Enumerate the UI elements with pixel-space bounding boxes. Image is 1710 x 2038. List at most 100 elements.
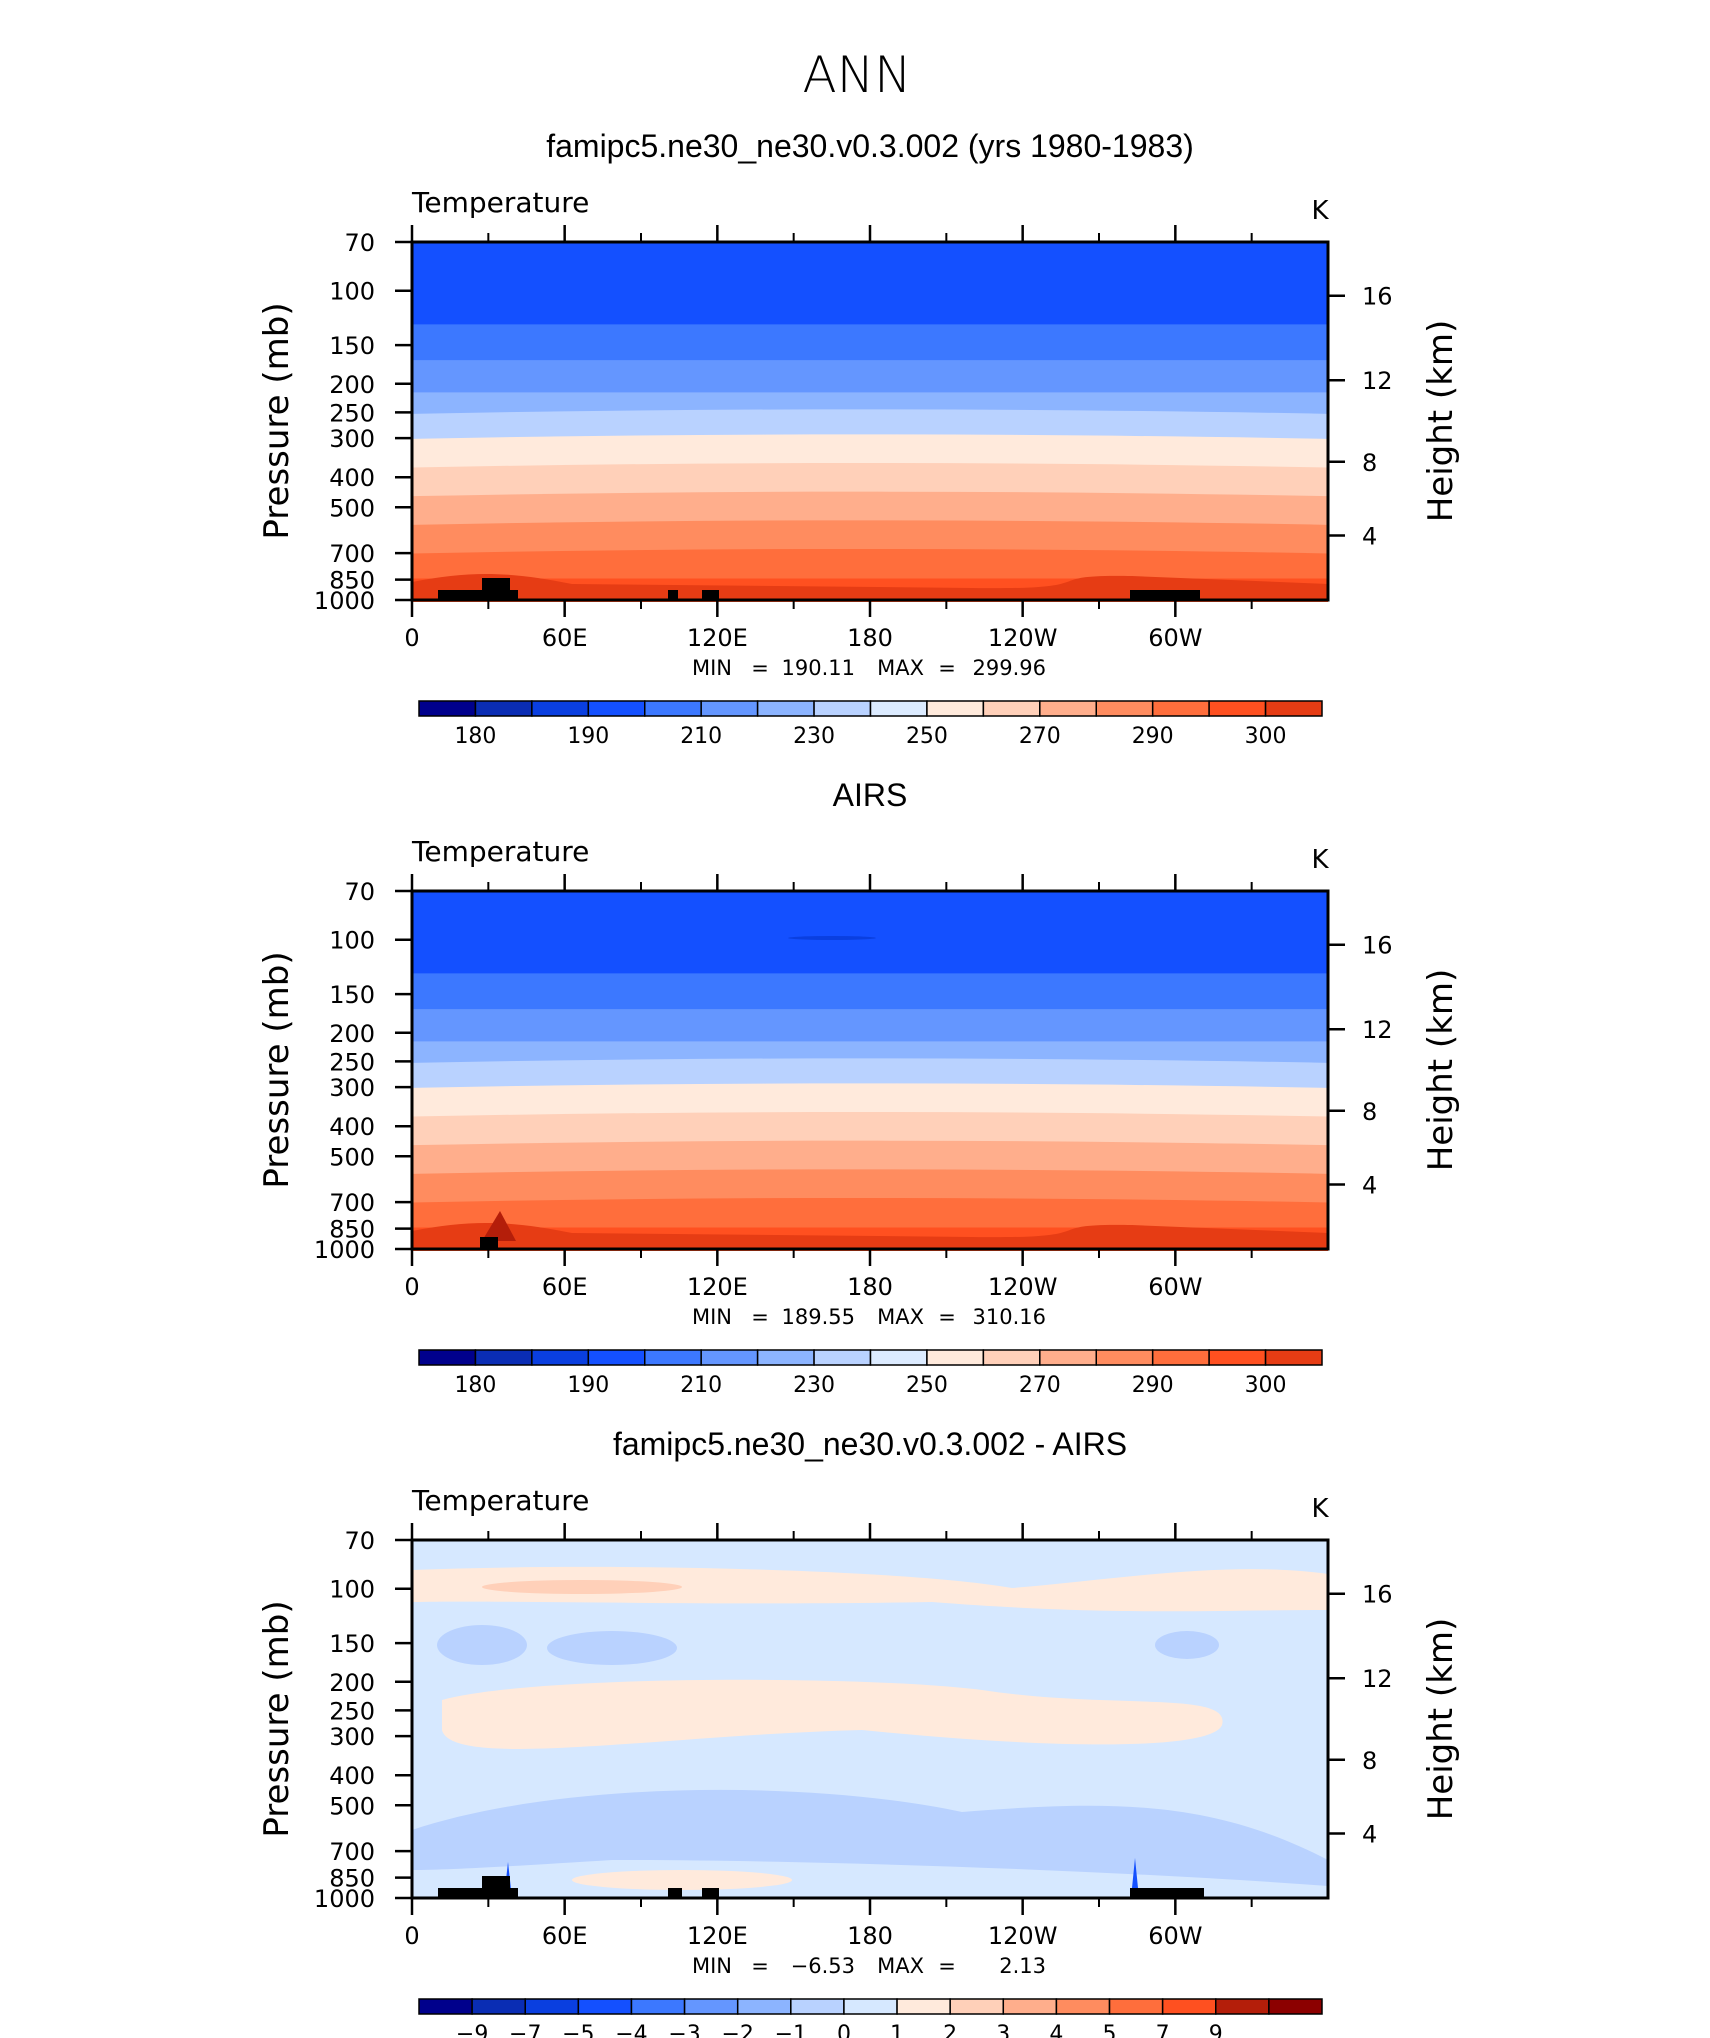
colorbar-swatch — [1095, 1349, 1154, 1366]
contour-band — [412, 324, 1328, 363]
y-tick-label: 150 — [329, 332, 375, 360]
y-right-tick-label: 4 — [1362, 523, 1377, 551]
y-tick-label: 1000 — [314, 1236, 375, 1264]
colorbar-label: 190 — [567, 724, 609, 749]
x-tick-label: 180 — [847, 1273, 893, 1301]
colorbar: −9 −7 −5 −4 −3 −2 −1 0 1 2 3 4 5 7 9 — [418, 1998, 1323, 2038]
min-label: MIN — [692, 1305, 732, 1329]
x-tick-label: 60W — [1148, 1273, 1202, 1301]
contour-band — [412, 1169, 1328, 1205]
y-tick-label: 250 — [329, 1048, 375, 1076]
contour-band — [412, 1112, 1328, 1148]
y-tick-label: 700 — [329, 1838, 375, 1866]
x-tick-label: 60E — [542, 1273, 588, 1301]
contour-field — [412, 242, 1328, 602]
contour-band — [412, 360, 1328, 395]
y-right-tick-label: 8 — [1362, 1098, 1377, 1126]
y-right-tick-label: 12 — [1362, 367, 1393, 395]
contour-field — [412, 891, 1328, 1251]
colorbar-swatch — [524, 1998, 580, 2015]
colorbar-swatch — [813, 700, 872, 717]
contour-band — [412, 1789, 1328, 1886]
contour-band — [412, 491, 1328, 527]
colorbar-label: −9 — [456, 2022, 488, 2038]
min-label: MIN — [692, 656, 732, 680]
colorbar-label: 290 — [1132, 1373, 1174, 1398]
colorbar-label: −2 — [721, 2022, 753, 2038]
colorbar-label: 210 — [680, 1373, 722, 1398]
chart-panel-1: famipc5.ne30_ne30.v0.3.002 (yrs 1980-198… — [257, 128, 1461, 749]
x-tick-label: 120E — [687, 1922, 748, 1950]
colorbar-swatch — [756, 700, 815, 717]
max-equals: = — [938, 656, 956, 680]
colorbar-label: 4 — [1049, 2022, 1063, 2038]
colorbar-swatch — [756, 1349, 815, 1366]
y-tick-label: 300 — [329, 1723, 375, 1751]
colorbar-label: 180 — [454, 1373, 496, 1398]
topography-mask — [482, 578, 510, 600]
y-right-tick-label: 16 — [1362, 932, 1393, 960]
colorbar-swatch — [1151, 1349, 1210, 1366]
min-equals: = — [751, 1954, 769, 1978]
contour-band — [437, 1625, 527, 1665]
min-value: −6.53 — [791, 1954, 855, 1978]
y-axis-label: Pressure (mb) — [257, 1600, 297, 1837]
y-tick-label: 100 — [329, 927, 375, 955]
units-label: K — [1311, 845, 1329, 875]
y-tick-label: 250 — [329, 399, 375, 427]
colorbar-swatch — [1039, 1349, 1097, 1366]
topography-mask — [480, 1237, 498, 1249]
contour-band — [412, 1009, 1328, 1044]
colorbar-swatch — [982, 700, 1041, 717]
contour-field — [412, 1540, 1328, 1898]
panel-title: famipc5.ne30_ne30.v0.3.002 (yrs 1980-198… — [546, 128, 1194, 164]
min-label: MIN — [692, 1954, 732, 1978]
y-axis-right-label: Height (km) — [1421, 320, 1461, 523]
colorbar-swatch — [531, 700, 590, 717]
max-equals: = — [938, 1954, 956, 1978]
colorbar-swatch — [577, 1998, 633, 2015]
colorbar-swatch — [1161, 1998, 1217, 2015]
y-axis-label: Pressure (mb) — [257, 302, 297, 539]
y-tick-label: 300 — [329, 1074, 375, 1102]
topography-mask — [438, 1888, 482, 1898]
contour-band — [412, 548, 1328, 581]
colorbar-swatch — [1039, 700, 1097, 717]
field-name: Temperature — [411, 186, 589, 219]
colorbar-swatch — [843, 1998, 898, 2015]
colorbar-swatch — [926, 700, 985, 717]
colorbar-swatch — [418, 1349, 477, 1366]
y-right-tick-label: 16 — [1362, 1581, 1393, 1609]
contour-band — [482, 1580, 682, 1594]
colorbar-label: 9 — [1209, 2022, 1223, 2038]
field-name: Temperature — [411, 1484, 589, 1517]
colorbar-swatch — [1215, 1998, 1270, 2015]
topography-mask — [702, 590, 719, 600]
colorbar-label: −4 — [615, 2022, 647, 2038]
y-axis-label: Pressure (mb) — [257, 951, 297, 1188]
y-tick-label: 200 — [329, 371, 375, 399]
colorbar-swatch — [644, 1349, 702, 1366]
contour-band — [412, 1140, 1328, 1176]
y-tick-label: 200 — [329, 1669, 375, 1697]
contour-band — [412, 573, 1328, 600]
min-equals: = — [751, 1305, 769, 1329]
contour-band — [412, 1197, 1328, 1230]
colorbar-swatch — [683, 1998, 739, 2015]
topography-mask — [482, 1876, 510, 1898]
topography-mask — [668, 1888, 682, 1898]
y-tick-label: 400 — [329, 1113, 375, 1141]
colorbar-swatch — [1151, 700, 1210, 717]
y-tick-label: 700 — [329, 1189, 375, 1217]
topography-mask — [438, 590, 482, 600]
min-equals: = — [751, 656, 769, 680]
topography-mask — [668, 590, 678, 600]
contour-band — [572, 1870, 792, 1890]
max-label: MAX — [877, 1305, 924, 1329]
colorbar-label: 190 — [567, 1373, 609, 1398]
x-tick-label: 60E — [542, 1922, 588, 1950]
colorbar-swatch — [982, 1349, 1041, 1366]
contour-band — [1155, 1631, 1219, 1659]
colorbar-swatch — [471, 1998, 526, 2015]
contour-band — [412, 242, 1328, 327]
